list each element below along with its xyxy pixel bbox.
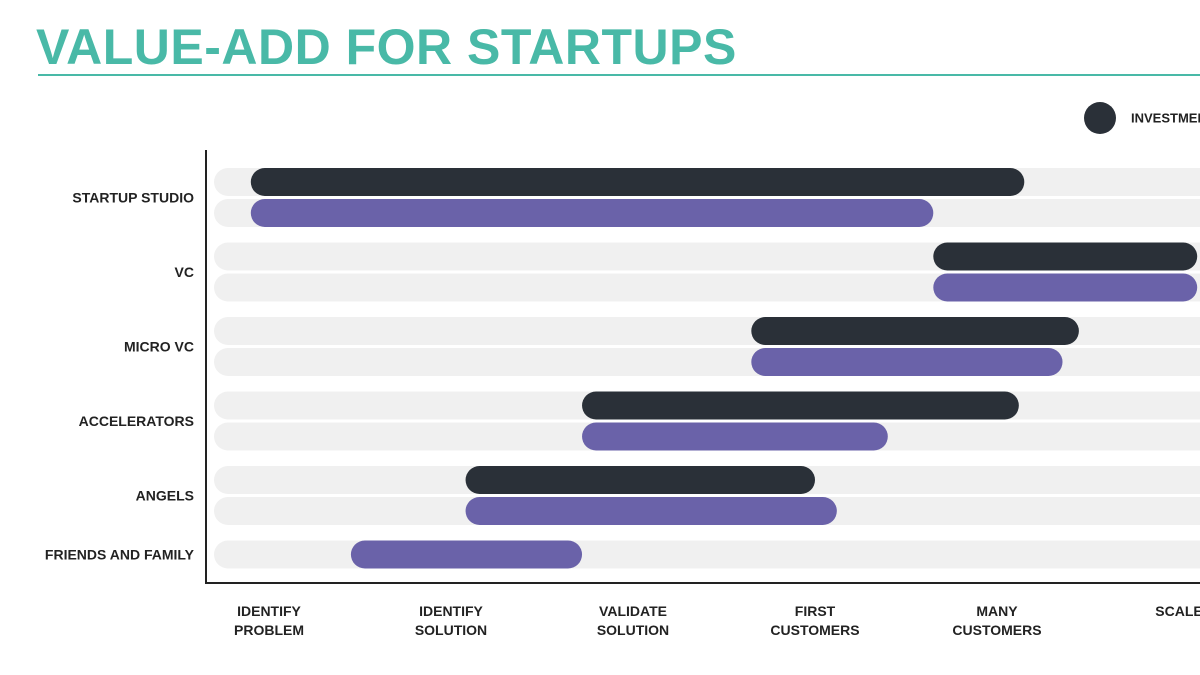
legend-marker-investment: [1084, 102, 1116, 134]
bar-investment-0: [250, 168, 1025, 196]
bar-value-add-1: [933, 273, 1198, 302]
category-label: STARTUP STUDIO: [72, 190, 194, 206]
bar-value-add-3: [582, 422, 888, 451]
stage-label: FIRST CUSTOMERS: [770, 603, 859, 638]
bar-value-add-2: [751, 348, 1063, 376]
stage-label: IDENTIFY PROBLEM: [234, 603, 304, 638]
bar-investment-2: [751, 317, 1079, 345]
bar-investment-1: [933, 242, 1198, 271]
category-label: FRIENDS AND FAMILY: [45, 547, 195, 563]
bar-investment-3: [582, 391, 1019, 420]
category-label: MICRO VC: [124, 339, 194, 355]
category-label: ANGELS: [136, 488, 194, 504]
bar-value-add-4: [465, 497, 837, 525]
stage-label: SCALE: [1155, 603, 1200, 619]
stage-label: IDENTIFY SOLUTION: [415, 603, 487, 638]
bar-value-add-0: [250, 199, 934, 227]
title-underline: [38, 74, 1200, 76]
category-label: ACCELERATORS: [79, 413, 194, 429]
legend-label-investment: INVESTMENT: [1131, 111, 1200, 126]
stage-label: MANY CUSTOMERS: [952, 603, 1041, 638]
category-label: VC: [175, 264, 194, 280]
bar-value-add-5: [350, 540, 583, 569]
chart-title: VALUE-ADD FOR STARTUPS: [36, 19, 737, 75]
bar-investment-4: [465, 466, 815, 494]
stage-label: VALIDATE SOLUTION: [597, 603, 669, 638]
